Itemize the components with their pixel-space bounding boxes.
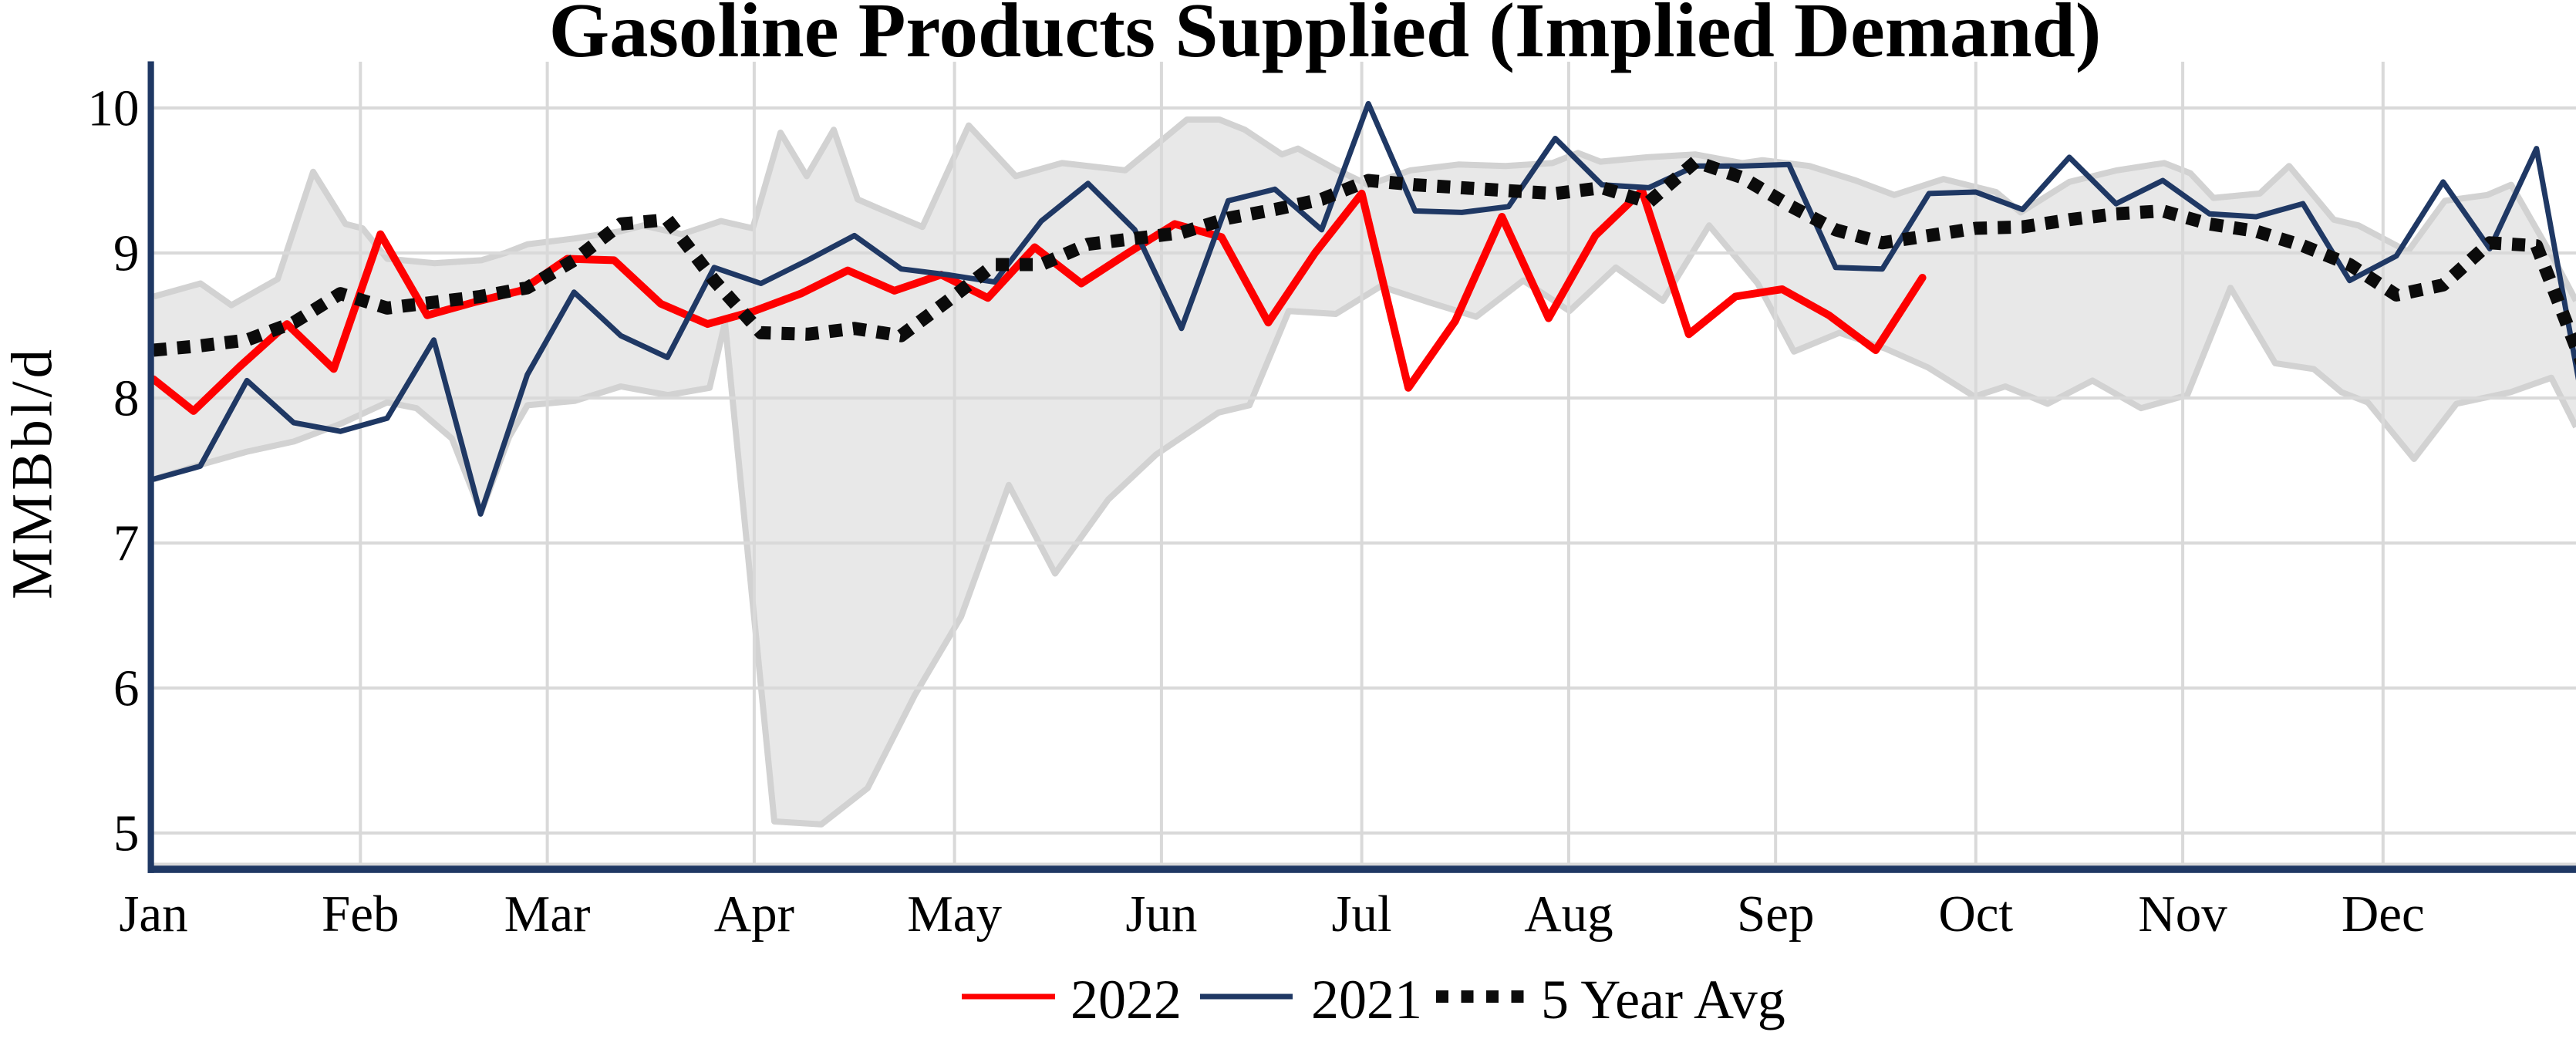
svg-text:10: 10 [88, 80, 140, 137]
svg-text:MMBbl/d: MMBbl/d [1, 346, 65, 599]
svg-text:6: 6 [113, 660, 140, 717]
svg-text:May: May [907, 885, 1002, 943]
svg-text:Dec: Dec [2342, 885, 2425, 943]
svg-text:Nov: Nov [2138, 885, 2227, 943]
svg-text:8: 8 [113, 370, 140, 427]
svg-text:Feb: Feb [322, 885, 400, 943]
svg-text:Oct: Oct [1938, 885, 2013, 943]
svg-text:5: 5 [113, 805, 140, 862]
svg-text:Jan: Jan [119, 885, 187, 943]
svg-text:9: 9 [113, 225, 140, 282]
svg-text:Jul: Jul [1331, 885, 1391, 943]
svg-text:Gasoline Products Supplied (Im: Gasoline Products Supplied (Implied Dema… [549, 0, 2102, 73]
svg-text:Apr: Apr [714, 885, 794, 943]
svg-text:2021: 2021 [1311, 969, 1422, 1030]
svg-text:Jun: Jun [1125, 885, 1197, 943]
svg-text:Sep: Sep [1737, 885, 1815, 943]
svg-text:Mar: Mar [504, 885, 591, 943]
svg-text:7: 7 [113, 515, 140, 572]
svg-text:5 Year Avg: 5 Year Avg [1541, 969, 1785, 1030]
svg-text:2022: 2022 [1071, 969, 1182, 1030]
svg-text:Aug: Aug [1524, 885, 1613, 943]
